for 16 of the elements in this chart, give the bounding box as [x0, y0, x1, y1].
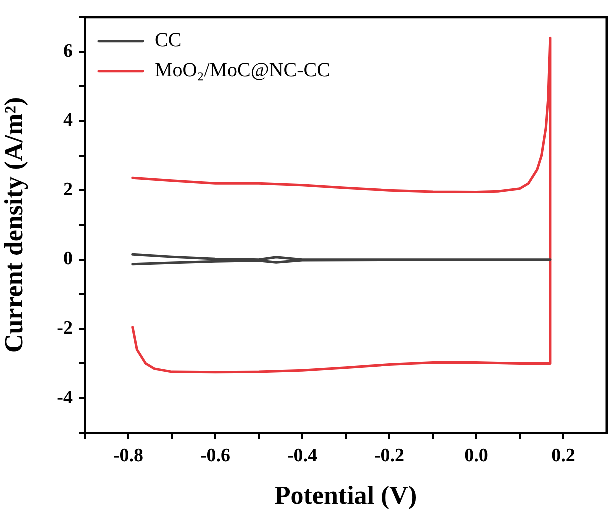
x-tick-label: -0.4: [287, 445, 318, 466]
y-tick-label: 6: [64, 40, 73, 62]
y-tick-label: 0: [64, 248, 73, 270]
y-tick-label: -2: [57, 318, 73, 340]
x-tick-label: -0.6: [200, 445, 231, 466]
x-tick-label: 0.0: [464, 445, 488, 466]
y-tick-label: -4: [57, 387, 74, 408]
x-tick-label: -0.2: [374, 445, 405, 466]
y-axis-title: Current density (A/m²): [0, 97, 28, 354]
legend-label: MoO₂/MoC@NC-CC: [155, 60, 330, 82]
x-tick-label: -0.8: [113, 445, 144, 466]
x-tick-label: 0.2: [552, 445, 576, 466]
x-axis-title: Potential (V): [274, 481, 418, 510]
y-tick-label: 2: [64, 179, 73, 200]
y-tick-label: 4: [64, 110, 74, 132]
legend-label: CC: [155, 30, 182, 52]
